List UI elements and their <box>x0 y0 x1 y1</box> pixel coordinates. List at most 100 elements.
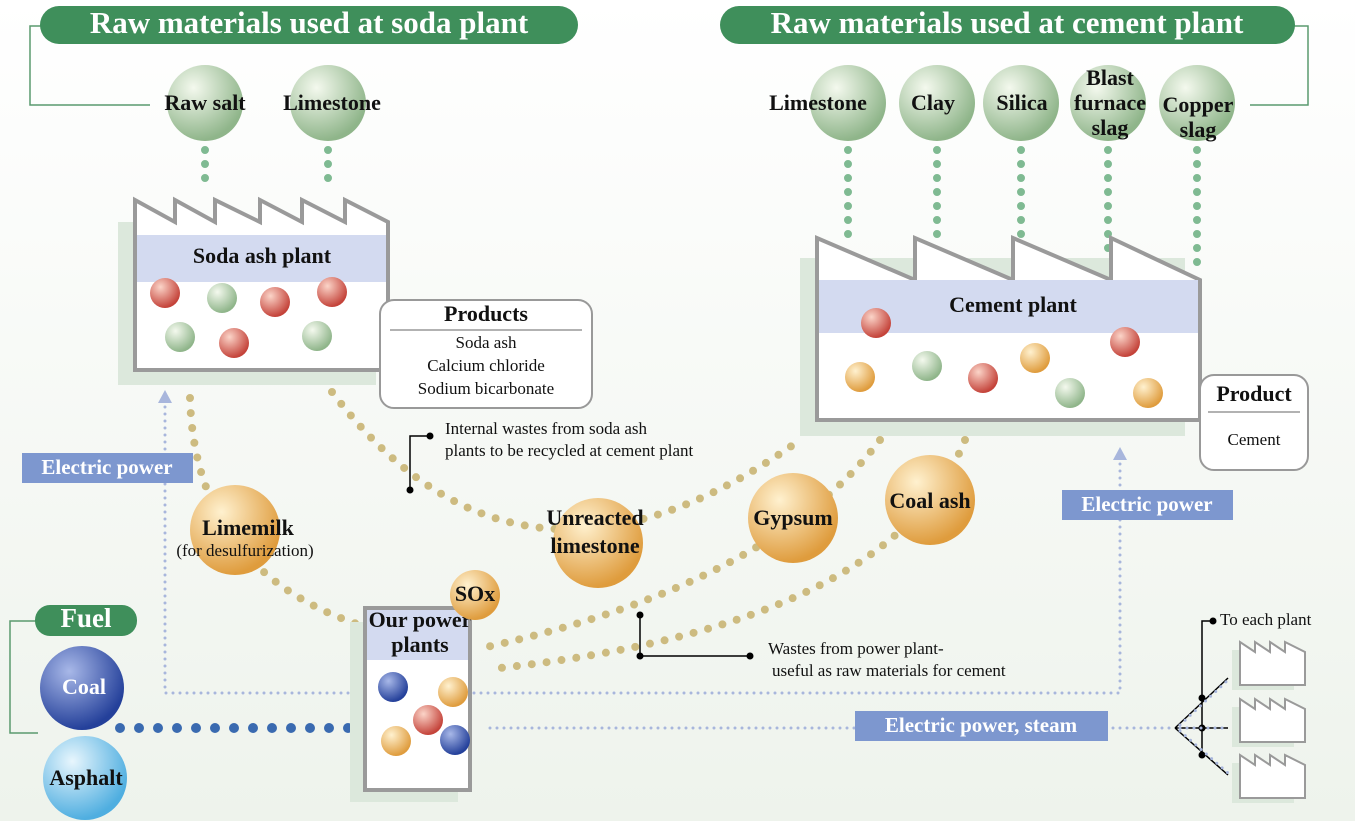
power-line <box>1178 678 1230 775</box>
spheres <box>378 672 470 756</box>
power-line <box>163 398 1177 730</box>
line: slag <box>1180 117 1217 142</box>
dot <box>636 652 644 660</box>
dot <box>636 611 644 619</box>
sphere <box>378 672 408 702</box>
sphere <box>438 677 468 707</box>
sphere <box>290 65 366 141</box>
flow <box>496 436 969 672</box>
band <box>367 610 468 660</box>
sphere <box>150 278 180 308</box>
plant-label: Soda ash plant <box>193 243 332 268</box>
bracket <box>1250 25 1309 106</box>
material-label: Copper slag <box>1163 92 1234 142</box>
sphere <box>381 726 411 756</box>
sphere <box>553 498 643 588</box>
line: Limestone <box>769 90 867 115</box>
material-label: Clay <box>911 90 955 115</box>
sphere <box>1070 65 1146 141</box>
dot <box>1198 751 1206 759</box>
spheres <box>150 277 347 358</box>
sphere <box>748 473 838 563</box>
sphere <box>190 485 280 575</box>
sphere <box>167 65 243 141</box>
flow-label: Coal ash <box>889 488 970 513</box>
sphere <box>43 736 127 820</box>
sphere <box>983 65 1059 141</box>
annotation: plants to be recycled at cement plant <box>445 441 694 460</box>
dot <box>1198 694 1206 702</box>
line: Clay <box>911 90 955 115</box>
header: Fuel <box>61 603 112 633</box>
shape <box>1239 753 1306 799</box>
small-factories <box>1232 640 1306 803</box>
sphere <box>413 705 443 735</box>
sphere <box>810 65 886 141</box>
line: plants <box>391 632 449 657</box>
header-box <box>720 6 1295 44</box>
fuel-label: Coal <box>62 674 106 699</box>
sphere <box>302 321 332 351</box>
header-box <box>40 6 578 44</box>
sphere <box>317 277 347 307</box>
fuel-label: Asphalt <box>49 765 123 790</box>
electric-label: Electric power, steam <box>885 713 1078 737</box>
product: Cement <box>1228 430 1281 449</box>
sphere <box>260 287 290 317</box>
line: Silica <box>996 90 1047 115</box>
sphere <box>861 308 891 338</box>
product: Calcium chloride <box>427 356 545 375</box>
leader <box>409 435 430 490</box>
annotation: Internal wastes from soda ash <box>445 419 648 438</box>
label-box <box>855 711 1108 741</box>
material-label: Silica <box>996 90 1047 115</box>
plant-label: Cement plant <box>949 292 1077 317</box>
header: Raw materials used at soda plant <box>90 5 529 40</box>
sphere <box>845 362 875 392</box>
sphere <box>1055 378 1085 408</box>
line: furnace <box>1074 90 1146 115</box>
sphere <box>1110 327 1140 357</box>
sphere <box>885 455 975 545</box>
line: Our power <box>369 607 472 632</box>
product-title: Product <box>1216 381 1292 406</box>
sphere <box>207 283 237 313</box>
sphere <box>1159 65 1235 141</box>
dot <box>1209 617 1217 625</box>
sphere <box>40 646 124 730</box>
dot <box>426 432 434 440</box>
bracket <box>29 25 150 106</box>
material-label: Limestone <box>769 90 867 115</box>
plant-label: Our power plants <box>369 607 472 657</box>
product-box <box>1199 374 1309 471</box>
flow-label: SOx <box>455 581 495 606</box>
shape <box>1239 697 1306 743</box>
sphere <box>1020 343 1050 373</box>
product: Sodium bicarbonate <box>418 379 554 398</box>
label-box <box>22 453 193 483</box>
spheres <box>845 308 1163 408</box>
products-title: Products <box>444 301 528 326</box>
material-label: Raw salt <box>164 90 246 115</box>
electric-label: Electric power <box>1081 492 1212 516</box>
annotation: To each plant <box>1220 610 1312 629</box>
electric-label: Electric power <box>41 455 172 479</box>
sphere <box>1133 378 1163 408</box>
bracket <box>9 620 40 734</box>
header: Raw materials used at cement plant <box>771 5 1244 40</box>
band <box>137 235 386 282</box>
line: Copper <box>1163 92 1234 117</box>
product: Soda ash <box>456 333 517 352</box>
annotation: useful as raw materials for cement <box>772 661 1006 680</box>
flow-label: Gypsum <box>753 505 832 530</box>
shape <box>1239 640 1306 686</box>
flow <box>328 388 804 534</box>
sphere <box>899 65 975 141</box>
sphere <box>968 363 998 393</box>
dot <box>406 486 414 494</box>
flow-label: Unreacted limestone <box>546 505 643 558</box>
material-label: Blast furnace slag <box>1074 65 1146 140</box>
flow-note: (for desulfurization) <box>176 541 313 560</box>
